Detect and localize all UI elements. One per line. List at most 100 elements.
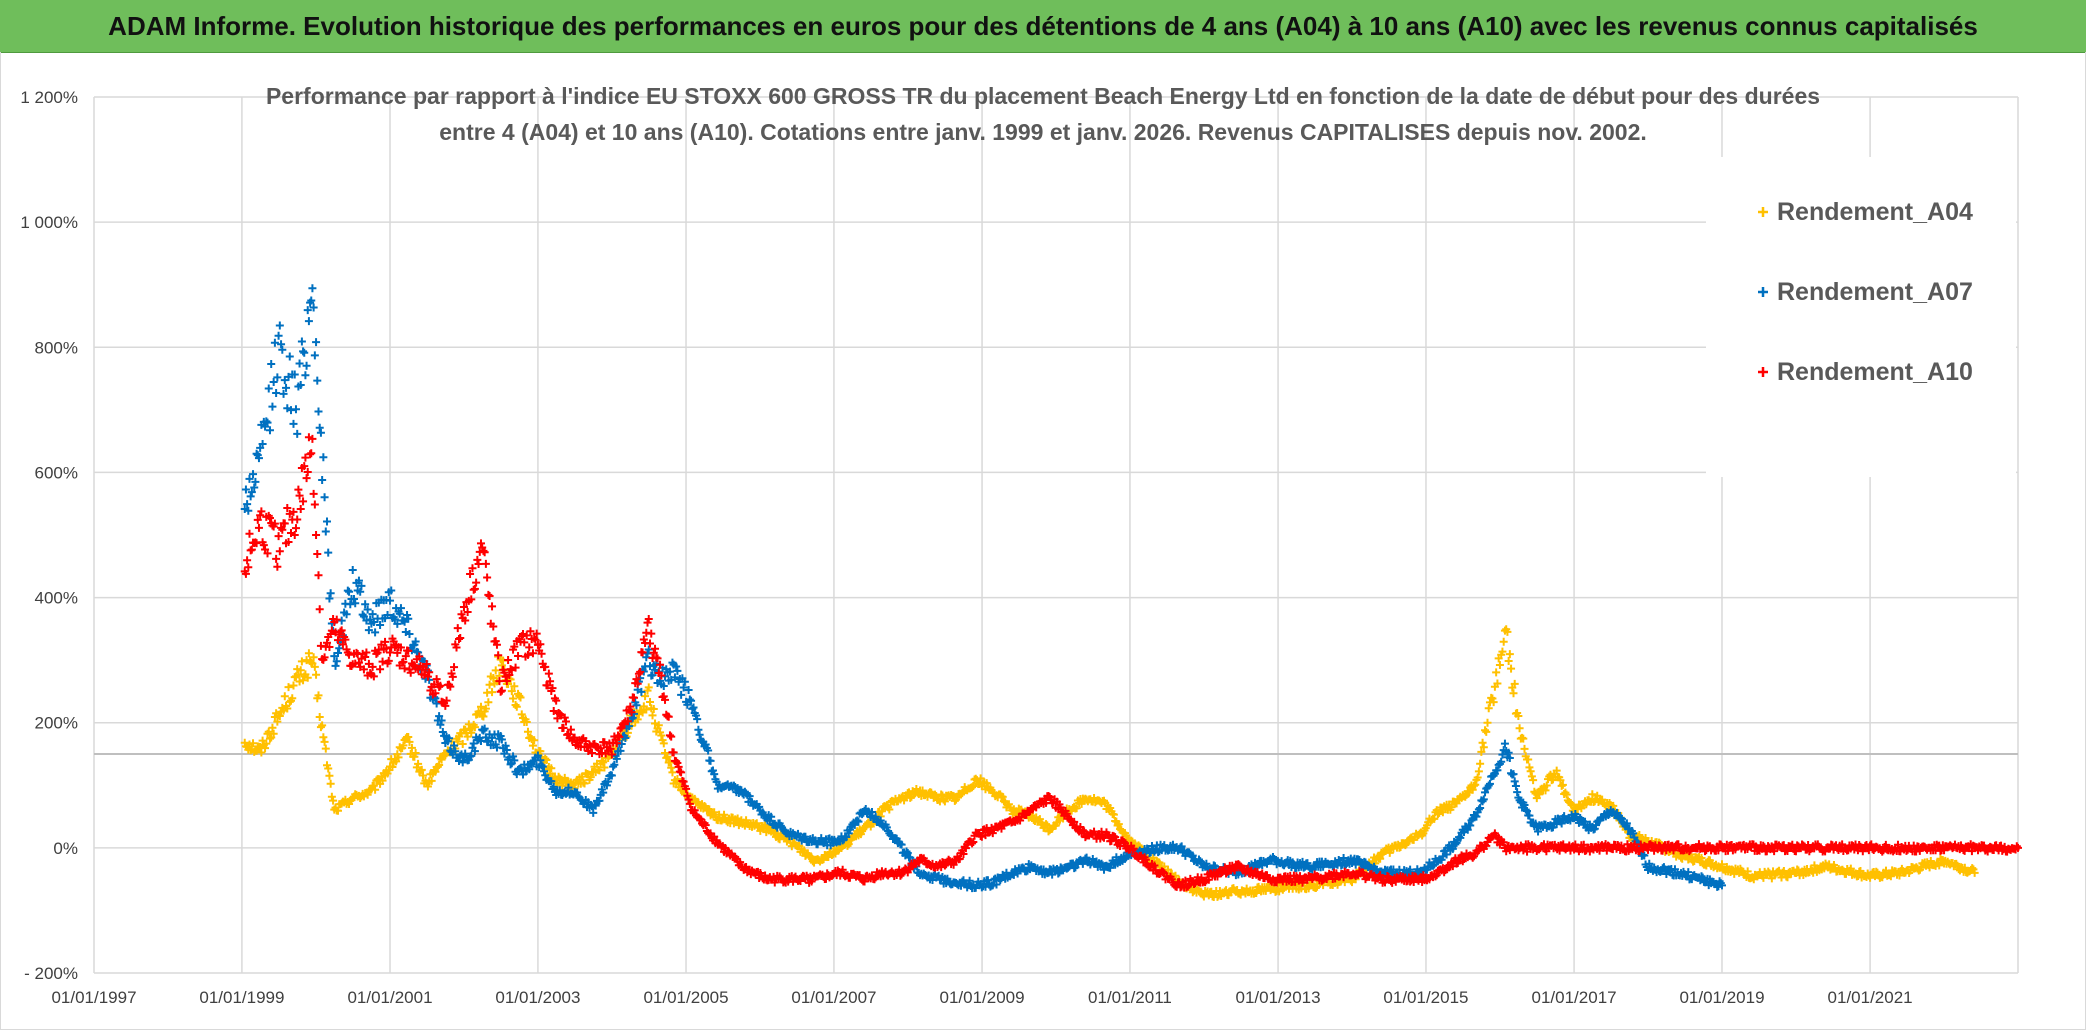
data-point (450, 741, 459, 750)
data-point (256, 511, 265, 520)
data-point (369, 781, 378, 790)
data-point (284, 683, 293, 692)
data-point (1509, 689, 1518, 698)
data-point (1048, 870, 1057, 879)
data-point (245, 529, 254, 538)
data-point (1128, 846, 1137, 855)
data-point (1513, 788, 1522, 797)
data-point (264, 384, 273, 393)
data-point (504, 656, 513, 665)
x-tick-label: 01/01/1997 (51, 988, 136, 1007)
data-point (548, 684, 557, 693)
data-point (1505, 650, 1514, 659)
data-point (969, 838, 978, 847)
data-point (526, 627, 535, 636)
data-point (669, 748, 678, 757)
data-point (549, 706, 558, 715)
data-point (1479, 743, 1488, 752)
data-point (312, 338, 321, 347)
data-point (1311, 883, 1320, 892)
data-point (528, 757, 537, 766)
legend-label: Rendement_A10 (1777, 358, 1973, 386)
data-point (362, 616, 371, 625)
data-point (1204, 875, 1213, 884)
data-point (466, 569, 475, 578)
data-point (399, 616, 408, 625)
data-point (393, 648, 402, 657)
data-point (1376, 854, 1385, 863)
data-point (274, 331, 283, 340)
data-point (264, 727, 273, 736)
data-point (510, 642, 519, 651)
data-point (679, 683, 688, 692)
data-point (448, 672, 457, 681)
data-point (876, 816, 885, 825)
data-point (445, 734, 454, 743)
data-point (536, 747, 545, 756)
data-point (519, 630, 528, 639)
data-point (333, 636, 342, 645)
data-point (364, 626, 373, 635)
y-tick-label: - 200% (24, 964, 78, 983)
data-point (1507, 664, 1516, 673)
data-point (1448, 844, 1457, 853)
data-point (296, 666, 305, 675)
data-point (853, 816, 862, 825)
data-point (392, 757, 401, 766)
data-point (384, 656, 393, 665)
y-tick-label: 600% (35, 463, 78, 482)
data-point (998, 792, 1007, 801)
data-point (937, 790, 946, 799)
data-point (294, 485, 303, 494)
data-point (502, 677, 511, 686)
data-point (453, 737, 462, 746)
data-point (270, 338, 279, 347)
data-point (357, 581, 366, 590)
data-point (476, 702, 485, 711)
data-point (247, 488, 256, 497)
data-point (461, 616, 470, 625)
y-tick-label: 200% (35, 714, 78, 733)
data-point (304, 317, 313, 326)
data-point (627, 708, 636, 717)
data-point (1468, 853, 1477, 862)
data-point (468, 564, 477, 573)
data-point (736, 858, 745, 867)
data-point (940, 797, 949, 806)
data-point (644, 683, 653, 692)
data-point (451, 747, 460, 756)
data-point (1272, 878, 1281, 887)
data-point (262, 417, 271, 426)
data-point (315, 712, 324, 721)
data-point (1478, 738, 1487, 747)
data-point (589, 808, 598, 817)
data-point (606, 744, 615, 753)
data-point (359, 665, 368, 674)
data-point (267, 359, 276, 368)
chart-subtitle-line: entre 4 (A04) et 10 ans (A10). Cotations… (439, 119, 1647, 145)
data-point (1960, 863, 1969, 872)
data-point (1541, 786, 1550, 795)
data-point (1493, 766, 1502, 775)
data-point (614, 731, 623, 740)
data-point (1593, 791, 1602, 800)
data-point (552, 696, 561, 705)
data-point (672, 662, 681, 671)
data-point (309, 303, 318, 312)
data-point (844, 840, 853, 849)
data-point (417, 765, 426, 774)
data-point (1476, 803, 1485, 812)
data-point (673, 775, 682, 784)
data-point (280, 692, 289, 701)
data-point (1558, 780, 1567, 789)
data-point (1684, 868, 1693, 877)
x-tick-label: 01/01/2017 (1532, 988, 1617, 1007)
data-point (1629, 829, 1638, 838)
data-point (1070, 817, 1079, 826)
data-point (1510, 679, 1519, 688)
data-point (399, 741, 408, 750)
data-point (415, 652, 424, 661)
data-point (1114, 820, 1123, 829)
data-point (454, 756, 463, 765)
x-tick-label: 01/01/2015 (1383, 988, 1468, 1007)
